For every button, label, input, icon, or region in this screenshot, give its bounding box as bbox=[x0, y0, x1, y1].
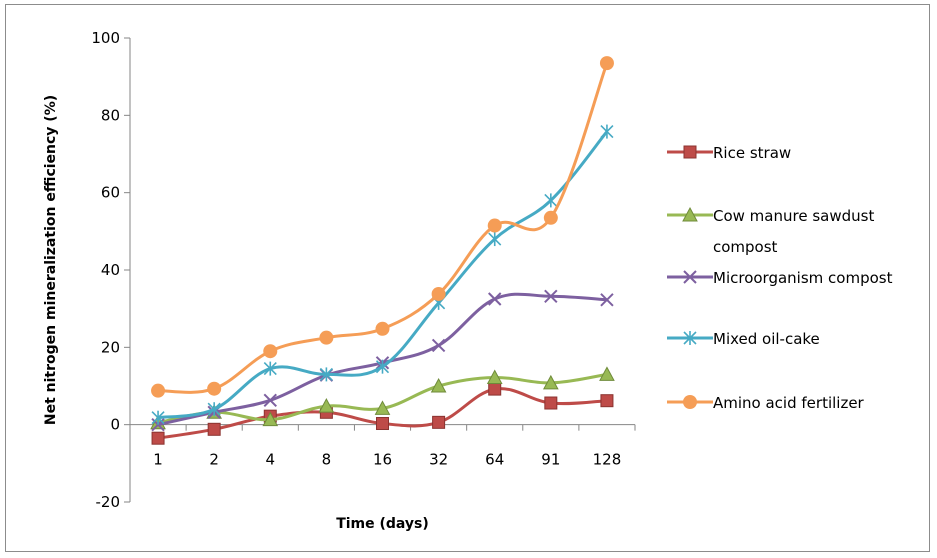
x-tick-label: 2 bbox=[209, 451, 219, 469]
legend-item: Mixed oil-cake bbox=[667, 330, 820, 348]
data-point bbox=[374, 400, 391, 415]
legend-label: Mixed oil-cake bbox=[713, 330, 820, 348]
series-group bbox=[150, 56, 615, 445]
series-amino-acid-fertilizer bbox=[151, 56, 614, 398]
x-tick-label: 1 bbox=[153, 451, 163, 469]
y-tick-label: 100 bbox=[91, 29, 120, 47]
data-point bbox=[544, 193, 558, 208]
x-tick-label: 4 bbox=[266, 451, 276, 469]
x-axis-title: Time (days) bbox=[336, 516, 429, 532]
data-point bbox=[487, 218, 502, 233]
data-point bbox=[544, 289, 558, 304]
y-tick-label: 20 bbox=[101, 338, 120, 356]
data-point bbox=[683, 270, 697, 284]
legend-item: Microorganism compost bbox=[667, 269, 893, 287]
legend-label: Cow manure sawdust bbox=[713, 207, 874, 225]
data-point bbox=[151, 410, 165, 425]
data-point bbox=[375, 359, 390, 374]
y-axis: -20 0 20 40 60 80 100 bbox=[91, 29, 131, 511]
x-tick-label: 128 bbox=[593, 451, 622, 469]
data-point bbox=[683, 395, 697, 409]
series-line bbox=[158, 62, 609, 394]
data-point bbox=[683, 145, 697, 159]
data-point bbox=[262, 411, 279, 427]
x-tick-label: 91 bbox=[541, 451, 560, 469]
y-tick-label: 0 bbox=[110, 416, 120, 434]
data-point bbox=[207, 381, 222, 396]
data-point bbox=[600, 293, 614, 307]
data-point bbox=[263, 344, 278, 359]
y-tick-label: 60 bbox=[101, 184, 120, 202]
chart-frame bbox=[5, 4, 930, 552]
data-point bbox=[319, 367, 333, 382]
y-tick-label: 80 bbox=[101, 106, 120, 124]
y-tick-label: 40 bbox=[101, 261, 120, 279]
x-tick-label: 8 bbox=[322, 451, 332, 469]
data-point bbox=[207, 402, 221, 417]
data-point bbox=[683, 331, 697, 345]
data-point bbox=[544, 396, 558, 410]
legend-item: Cow manure sawdust compost bbox=[667, 206, 874, 256]
data-point bbox=[488, 382, 502, 396]
y-axis-title: Net nitrogen mineralization efficiency (… bbox=[43, 95, 59, 425]
series-line bbox=[157, 130, 609, 420]
series-rice-straw bbox=[151, 382, 614, 445]
data-point bbox=[319, 330, 334, 345]
data-point bbox=[488, 292, 502, 306]
data-point bbox=[543, 210, 558, 225]
data-point bbox=[430, 377, 447, 393]
legend-label: Microorganism compost bbox=[713, 269, 893, 287]
data-point bbox=[542, 374, 559, 390]
data-point bbox=[151, 383, 166, 398]
data-point bbox=[682, 206, 698, 222]
y-tick-label: -20 bbox=[96, 493, 121, 511]
data-point bbox=[486, 369, 503, 384]
legend-label: Rice straw bbox=[713, 144, 791, 162]
data-point bbox=[376, 417, 389, 431]
legend-item: Rice straw bbox=[667, 144, 791, 162]
data-point bbox=[151, 431, 165, 445]
series-mixed-oil-cake bbox=[151, 124, 614, 425]
legend-label: Amino acid fertilizer bbox=[713, 394, 865, 412]
data-point bbox=[263, 393, 277, 408]
legend-label: compost bbox=[713, 238, 778, 256]
data-point bbox=[431, 286, 446, 301]
x-tick-label: 16 bbox=[373, 451, 392, 469]
data-point bbox=[263, 361, 277, 376]
data-point bbox=[599, 366, 615, 381]
legend: Rice straw Cow manure sawdust compost Micro… bbox=[667, 144, 893, 412]
data-point bbox=[318, 398, 335, 413]
data-point bbox=[600, 394, 614, 408]
data-point bbox=[600, 124, 614, 139]
data-point bbox=[599, 56, 614, 71]
data-point bbox=[432, 415, 446, 429]
legend-item: Amino acid fertilizer bbox=[667, 394, 865, 412]
data-point bbox=[431, 338, 446, 353]
data-point bbox=[488, 232, 502, 247]
data-point bbox=[207, 422, 221, 436]
data-point bbox=[375, 321, 390, 336]
x-tick-label: 32 bbox=[429, 451, 448, 469]
x-tick-label: 64 bbox=[485, 451, 504, 469]
